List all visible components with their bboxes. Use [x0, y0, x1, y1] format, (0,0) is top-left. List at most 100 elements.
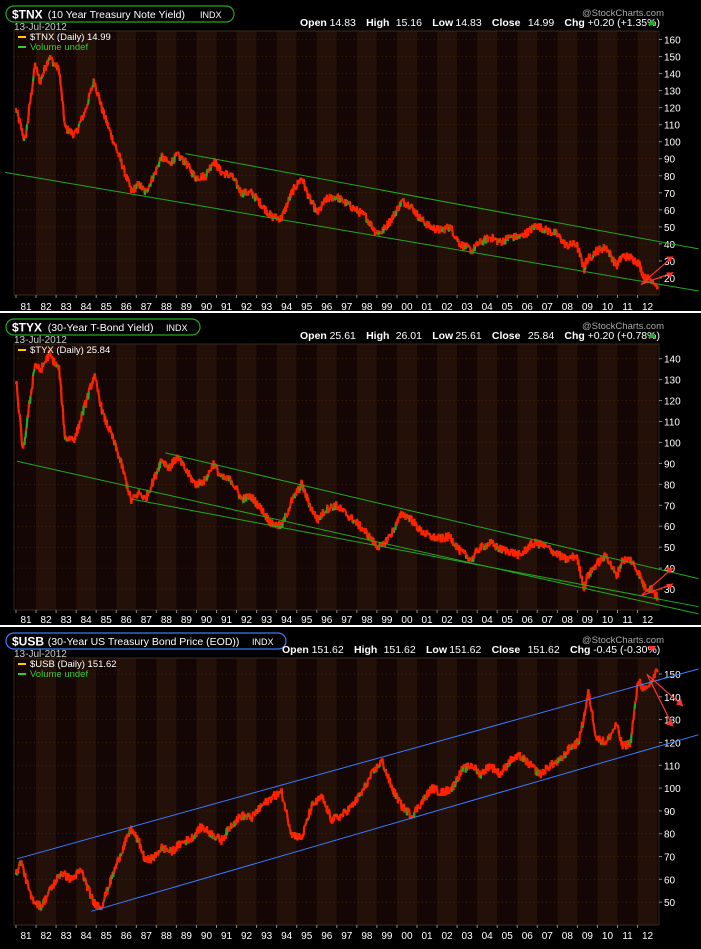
price-segment — [131, 499, 132, 504]
price-segment — [49, 890, 50, 891]
price-segment — [124, 471, 125, 475]
price-segment — [576, 742, 577, 748]
price-segment — [519, 550, 520, 552]
year-band — [517, 31, 537, 295]
year-band — [337, 31, 357, 295]
price-segment — [583, 723, 584, 726]
price-segment — [18, 402, 19, 409]
price-segment — [362, 527, 363, 529]
price-segment — [509, 765, 510, 766]
price-segment — [505, 239, 506, 244]
price-segment — [125, 475, 126, 480]
price-segment — [375, 767, 376, 771]
price-segment — [90, 898, 91, 899]
price-segment — [636, 700, 637, 701]
price-segment — [315, 208, 316, 212]
price-segment — [553, 554, 554, 556]
year-band — [96, 31, 116, 295]
ohlc-label: Close — [492, 644, 521, 656]
price-segment — [577, 242, 578, 243]
y-tick-label: 110 — [664, 121, 680, 132]
price-segment — [482, 543, 483, 544]
price-segment — [578, 250, 579, 253]
year-band — [477, 658, 497, 925]
x-tick-label: 10 — [602, 931, 614, 942]
price-segment — [20, 118, 21, 121]
price-segment — [631, 557, 632, 560]
price-segment — [33, 376, 34, 385]
price-segment — [184, 463, 185, 469]
price-segment — [350, 516, 351, 520]
price-segment — [299, 491, 300, 493]
year-band — [96, 344, 116, 610]
price-segment — [641, 577, 642, 578]
price-segment — [197, 481, 198, 483]
year-band — [176, 658, 196, 925]
price-segment — [21, 122, 22, 125]
price-segment — [99, 95, 100, 97]
price-segment — [478, 769, 479, 770]
price-segment — [146, 856, 147, 860]
price-segment — [27, 124, 28, 130]
price-segment — [383, 762, 384, 766]
y-tick-label: 130 — [664, 87, 681, 98]
price-segment — [372, 226, 373, 228]
price-segment — [282, 213, 283, 217]
price-segment — [646, 588, 647, 589]
price-segment — [257, 813, 258, 814]
price-segment — [409, 809, 410, 814]
price-segment — [232, 481, 233, 483]
price-segment — [78, 130, 79, 134]
x-tick-label: 84 — [81, 931, 93, 942]
chart-title: (30-Year US Treasury Bond Price (EOD)) — [48, 636, 240, 648]
price-segment — [272, 796, 273, 800]
price-segment — [335, 196, 336, 197]
price-segment — [48, 60, 49, 61]
price-segment — [218, 170, 219, 171]
price-segment — [247, 495, 248, 497]
price-segment — [538, 229, 539, 230]
price-segment — [24, 869, 25, 876]
price-segment — [30, 100, 31, 104]
price-segment — [159, 160, 160, 161]
price-segment — [181, 465, 182, 466]
price-segment — [367, 779, 368, 787]
price-segment — [160, 850, 161, 852]
price-segment — [569, 246, 570, 248]
price-segment — [581, 255, 582, 258]
price-segment — [476, 244, 477, 245]
price-segment — [119, 153, 120, 154]
price-segment — [58, 65, 59, 69]
price-segment — [611, 566, 612, 567]
exchange: INDX — [166, 323, 188, 333]
x-tick-label: 09 — [582, 615, 594, 626]
price-segment — [337, 814, 338, 817]
y-tick-label: 90 — [664, 807, 676, 818]
x-tick-label: 91 — [221, 615, 233, 626]
price-segment — [86, 398, 87, 404]
price-segment — [37, 67, 38, 69]
price-segment — [429, 534, 430, 535]
price-segment — [634, 713, 635, 721]
x-tick-label: 05 — [502, 615, 514, 626]
price-segment — [44, 72, 45, 74]
price-segment — [412, 815, 413, 816]
price-segment — [28, 409, 29, 417]
year-band — [76, 31, 96, 295]
price-segment — [82, 870, 83, 871]
price-segment — [27, 422, 28, 428]
price-segment — [336, 501, 337, 507]
year-band — [116, 31, 136, 295]
price-segment — [633, 561, 634, 562]
price-segment — [133, 830, 134, 831]
price-segment — [539, 773, 540, 776]
x-tick-label: 94 — [281, 615, 293, 626]
price-segment — [546, 226, 547, 228]
price-segment — [347, 200, 348, 202]
price-segment — [595, 733, 596, 736]
price-segment — [451, 534, 452, 539]
price-segment — [358, 210, 359, 212]
price-segment — [175, 460, 176, 464]
y-tick-label: 40 — [664, 240, 676, 251]
